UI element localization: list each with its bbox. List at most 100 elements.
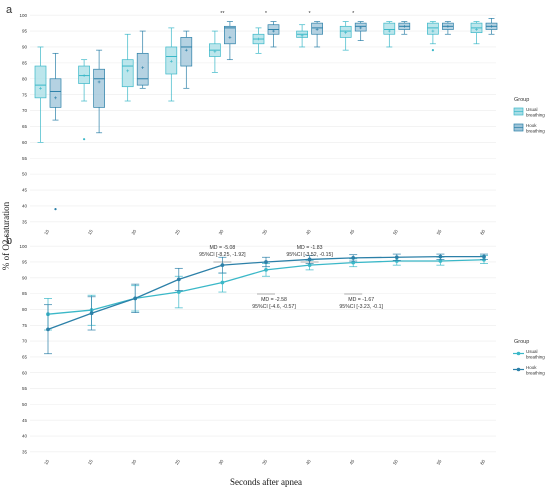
x-tick-label: 15 [87,228,94,235]
data-point [46,327,50,332]
box-mean [475,28,478,31]
box-mean [141,66,145,70]
box-mean [387,29,391,33]
y-tick-label: 50 [22,172,28,177]
box-usual [252,27,265,54]
y-tick-label: 100 [19,13,27,18]
x-tick-label: 60 [479,228,486,235]
box-iqr [180,37,193,67]
significance-marker: ** [220,11,225,17]
box-mean [446,24,450,28]
x-tick-label: 50 [392,228,399,235]
box-mean [490,24,493,28]
legend-title: Group [514,339,529,345]
data-point [307,257,312,262]
x-tick-label: 40 [305,228,312,235]
panel-label: a [6,4,13,16]
box-mean [97,80,101,84]
data-point [351,260,356,265]
y-tick-label: 75 [22,92,28,97]
box-iqr [121,59,134,88]
box-usual [34,46,47,143]
data-point [89,311,94,316]
y-tick-label: 65 [22,355,28,360]
box-hook [224,21,236,61]
box-iqr [49,78,62,108]
legend-label: Usual [526,107,538,112]
box-usual [121,33,134,102]
x-tick-label: 10 [43,228,50,235]
y-axis-title: % of O2 saturation [1,201,11,270]
box-hook [442,21,454,35]
data-point [133,296,138,301]
legend-label: breathing [526,129,545,134]
annotation-text: 95%CI [-3.23, -0.1] [339,304,383,310]
data-point [307,263,312,268]
box-mean [402,24,406,28]
data-point [220,263,225,268]
data-point [264,267,268,272]
x-tick-label: 35 [261,228,268,235]
x-tick-label: 30 [218,458,225,465]
x-tick-label: 55 [436,228,443,235]
y-tick-label: 95 [22,29,28,34]
y-tick-label: 85 [22,291,28,296]
box-usual [339,21,352,51]
box-mean [431,29,435,33]
legend-title: Group [514,97,529,103]
box-hook [180,30,193,89]
annotation-text: 95%CI [-8.25, -1.92] [199,252,246,258]
y-tick-label: 80 [22,76,28,81]
box-mean [213,50,217,54]
box-usual [165,27,178,102]
box-hook [354,21,367,41]
box-mean [344,31,348,35]
legend-key-point [516,367,521,372]
y-tick-label: 50 [22,402,28,407]
y-tick-label: 55 [22,156,28,161]
data-point [438,259,443,263]
x-tick-label: 20 [130,228,137,235]
panel-b: b 35 40 45 50 55 60 65 70 75 80 85 90 95 100 10 15 20 25 30… [6,235,545,466]
box-mean [359,26,363,30]
y-tick-label: 100 [19,244,27,249]
box-outlier [83,138,86,141]
y-tick-label: 60 [22,140,28,145]
y-tick-label: 70 [22,108,28,113]
annotation-text: MD = -2.58 [261,297,287,303]
box-iqr [93,68,105,108]
box-hook [49,52,62,211]
data-point [264,260,268,264]
x-tick-label: 25 [174,458,181,465]
data-point [176,277,181,282]
annotation-text: MD = -1.83 [297,245,323,251]
y-tick-label: 35 [22,449,28,454]
x-tick-label: 45 [348,458,355,465]
significance-marker: * [265,11,268,17]
box-iqr [224,25,236,45]
annotation-text: 95%CI [-3.52, -0.15] [286,252,333,258]
y-tick-label: 60 [22,370,28,375]
box-iqr [383,22,396,35]
data-point [176,290,181,294]
y-tick-label: 95 [22,260,28,265]
x-tick-label: 40 [305,458,312,465]
box-mean [272,29,275,33]
box-mean [300,34,304,38]
y-tick-label: 55 [22,386,28,391]
box-usual [296,24,308,48]
x-tick-label: 25 [174,228,181,235]
x-tick-label: 20 [130,458,137,465]
box-mean [228,36,232,39]
annotation-text: MD = -5.08 [209,245,235,251]
box-usual [427,21,439,52]
x-tick-label: 50 [392,458,399,465]
significance-marker: * [309,11,312,17]
box-usual [470,21,483,45]
box-hook [136,30,149,89]
box-mean [184,48,188,52]
y-tick-label: 80 [22,307,28,312]
box-outlier [431,49,434,52]
